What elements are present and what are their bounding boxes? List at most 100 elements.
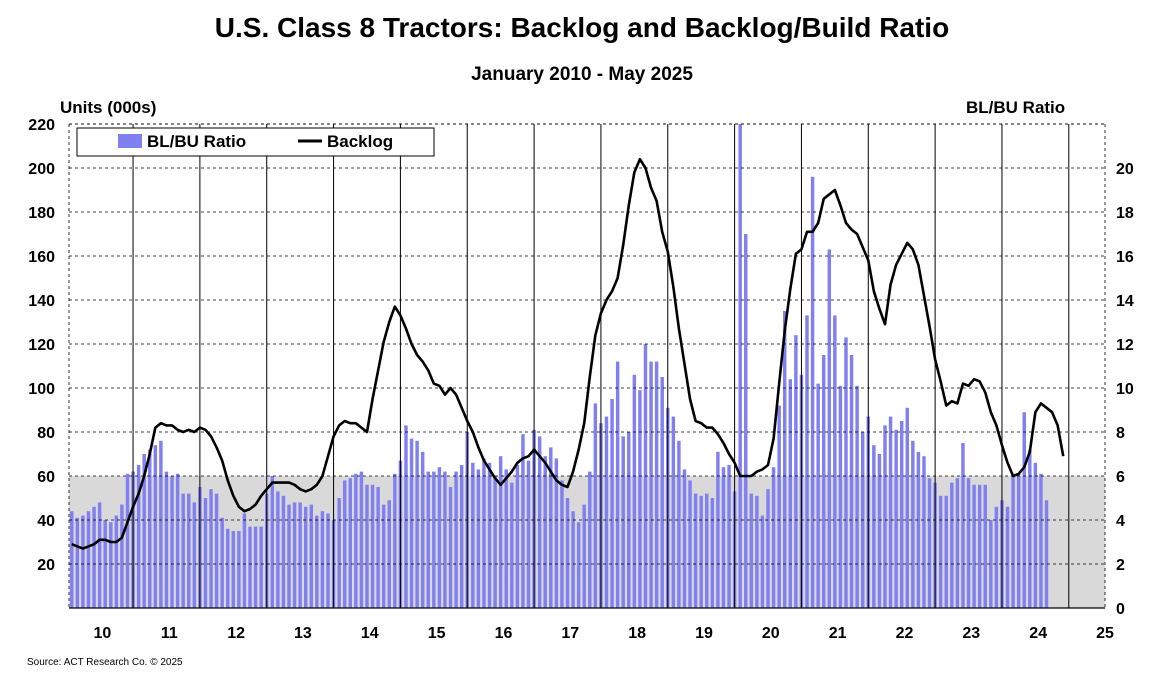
ratio-bar — [888, 416, 893, 608]
x-tick-label: 17 — [561, 625, 579, 642]
right-tick-label: 10 — [1116, 381, 1134, 398]
ratio-bar — [565, 498, 570, 608]
ratio-bar — [738, 124, 742, 608]
ratio-bar — [810, 176, 815, 609]
ratio-bar — [705, 493, 709, 608]
left-tick-label: 140 — [28, 293, 55, 310]
right-axis-unit: BL/BU Ratio — [966, 98, 1066, 117]
chart-title: U.S. Class 8 Tractors: Backlog and Backl… — [214, 12, 950, 43]
right-tick-label: 16 — [1116, 249, 1134, 266]
ratio-bar — [153, 445, 158, 608]
ratio-bar — [950, 482, 954, 608]
ratio-bar — [1044, 500, 1049, 608]
ratio-bar — [794, 335, 798, 608]
ratio-bar — [482, 458, 486, 608]
x-tick-label: 24 — [1029, 625, 1047, 642]
legend-label-ratio: BL/BU Ratio — [147, 132, 246, 151]
x-tick-label: 12 — [227, 625, 245, 642]
ratio-bar — [693, 493, 698, 608]
ratio-bar — [749, 493, 754, 608]
left-axis-unit: Units (000s) — [60, 98, 157, 117]
ratio-bar — [554, 458, 559, 608]
ratio-bar — [827, 249, 832, 608]
ratio-bar — [989, 520, 993, 608]
ratio-bar — [276, 491, 280, 608]
left-tick-label: 180 — [28, 205, 55, 222]
left-tick-label: 60 — [37, 469, 55, 486]
x-tick-label: 25 — [1096, 625, 1114, 642]
x-tick-label: 22 — [896, 625, 914, 642]
ratio-bar — [342, 480, 347, 608]
ratio-bar — [337, 498, 341, 608]
ratio-bar — [415, 440, 419, 608]
ratio-bar — [922, 456, 926, 608]
ratio-bar — [381, 504, 386, 608]
ratio-bar — [259, 526, 263, 608]
ratio-bar — [192, 502, 197, 608]
ratio-bar — [977, 484, 982, 608]
ratio-bar — [788, 379, 793, 608]
ratio-bar — [181, 493, 185, 608]
right-tick-label: 0 — [1116, 601, 1125, 618]
right-tick-label: 4 — [1116, 513, 1125, 530]
ratio-bar — [471, 462, 475, 608]
right-tick-label: 18 — [1116, 205, 1134, 222]
ratio-bar — [537, 436, 542, 608]
ratio-bar — [214, 493, 219, 608]
ratio-bar — [109, 522, 113, 608]
ratio-bar — [409, 438, 414, 608]
ratio-bar — [526, 460, 531, 608]
x-tick-label: 16 — [495, 625, 513, 642]
ratio-bar — [783, 311, 787, 608]
ratio-bar — [972, 484, 976, 608]
ratio-bar — [844, 337, 848, 608]
ratio-bar — [610, 399, 614, 608]
ratio-bar — [448, 487, 453, 608]
right-tick-label: 8 — [1116, 425, 1125, 442]
left-tick-label: 40 — [37, 513, 55, 530]
ratio-bar — [209, 489, 213, 608]
ratio-bar — [387, 500, 391, 608]
ratio-bar — [142, 454, 146, 608]
ratio-bar — [771, 467, 776, 608]
legend-swatch-bars — [118, 134, 142, 148]
ratio-bar — [404, 425, 408, 608]
ratio-bar — [671, 416, 676, 608]
ratio-bar — [849, 355, 854, 608]
source-note: Source: ACT Research Co. © 2025 — [27, 657, 183, 668]
ratio-bar — [393, 473, 397, 608]
ratio-bar — [164, 471, 169, 608]
left-tick-label: 80 — [37, 425, 55, 442]
ratio-bar — [432, 471, 436, 608]
ratio-bar — [916, 451, 921, 608]
ratio-bar — [727, 465, 731, 608]
ratio-bar — [1033, 462, 1038, 608]
left-tick-label: 220 — [28, 117, 55, 134]
ratio-bar — [543, 456, 547, 608]
ratio-bar — [292, 502, 297, 608]
ratio-bar — [97, 502, 102, 608]
ratio-bar — [677, 440, 681, 608]
right-tick-label: 12 — [1116, 337, 1134, 354]
ratio-bar — [226, 528, 230, 608]
ratio-bar — [621, 436, 625, 608]
x-tick-label: 18 — [628, 625, 646, 642]
ratio-bar — [838, 385, 843, 608]
ratio-bar — [120, 504, 124, 608]
ratio-bar — [515, 465, 520, 608]
ratio-bar — [899, 421, 904, 608]
ratio-bar — [821, 355, 826, 608]
ratio-bar — [220, 517, 224, 608]
ratio-bar — [760, 515, 765, 608]
ratio-bar — [354, 473, 358, 608]
ratio-bar — [955, 478, 960, 608]
ratio-bar — [348, 478, 352, 608]
ratio-bar — [248, 526, 252, 608]
ratio-bar — [654, 361, 659, 608]
ratio-bar — [281, 495, 286, 608]
ratio-bar — [231, 531, 236, 608]
ratio-bar — [571, 511, 575, 608]
legend-label-backlog: Backlog — [327, 132, 393, 151]
ratio-bar — [805, 315, 809, 608]
ratio-bar — [365, 484, 369, 608]
